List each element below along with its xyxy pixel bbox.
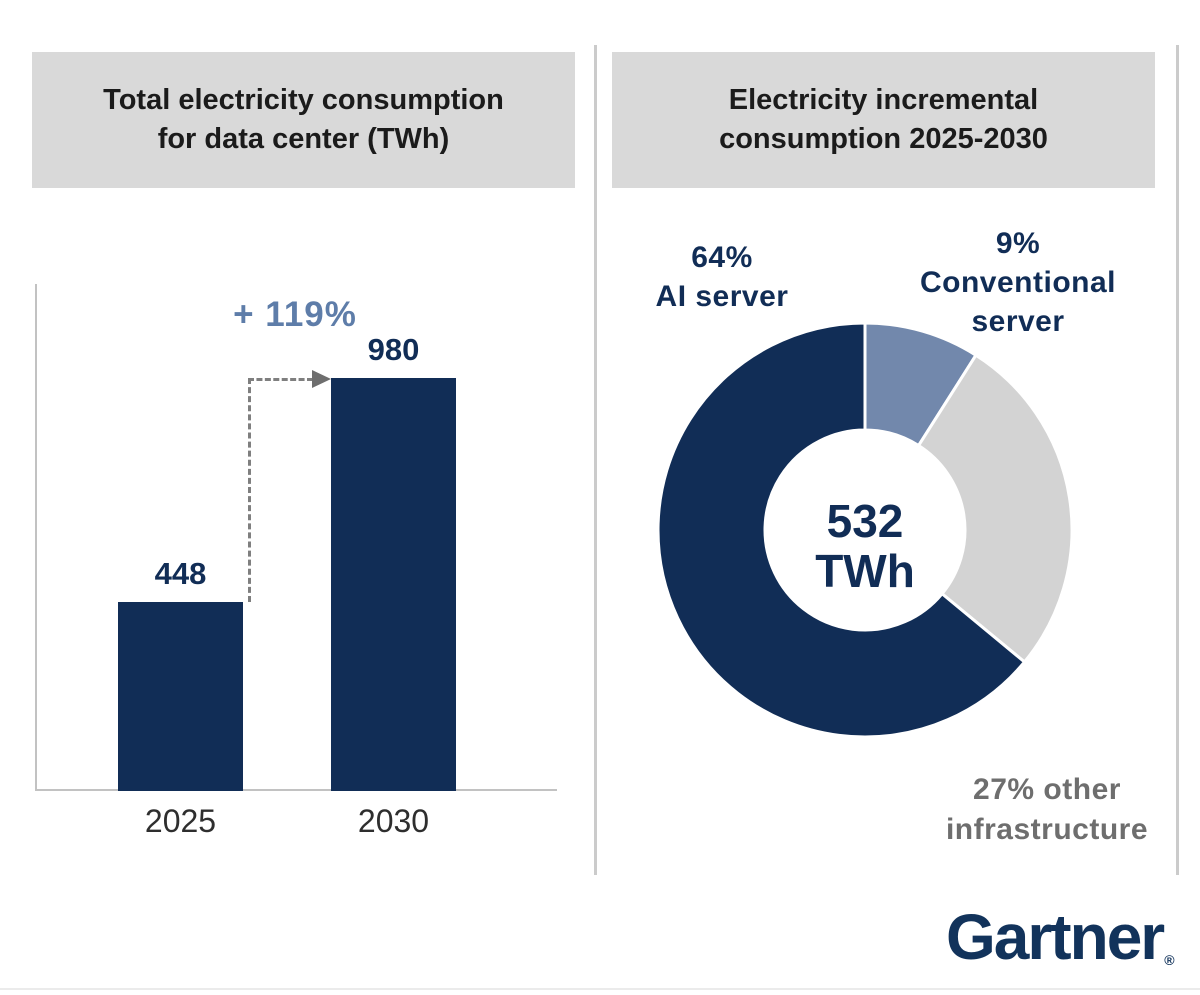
y-axis-line xyxy=(35,284,37,791)
growth-arrow-horizontal-dash xyxy=(248,378,313,381)
x-tick-2030: 2030 xyxy=(357,803,430,839)
gartner-logo: Gartner® xyxy=(946,901,1175,973)
x-axis-line xyxy=(35,789,557,791)
donut-svg xyxy=(656,321,1074,739)
donut-chart xyxy=(655,320,1075,740)
registered-mark: ® xyxy=(1164,952,1175,968)
x-tick-2025: 2025 xyxy=(144,803,217,839)
bottom-rule xyxy=(0,988,1200,990)
bar-2030 xyxy=(331,378,456,791)
donut-slice-other-infrastructure xyxy=(916,353,1074,665)
donut-label-other-infrastructure: 27% other infrastructure xyxy=(945,773,1149,846)
right-edge-divider xyxy=(1176,45,1179,875)
arrowhead-icon xyxy=(312,370,331,388)
donut-label-ai-server: 64% AI server xyxy=(655,241,789,313)
donut-label-conventional-server: 9% Conventional server xyxy=(919,227,1116,338)
bar-2025 xyxy=(118,602,243,791)
bar-value-2030: 980 xyxy=(367,332,420,367)
bar-value-2025: 448 xyxy=(154,556,207,591)
donut-center-value-number: 532 xyxy=(826,495,904,547)
left-chart-title: Total electricity consumption for data c… xyxy=(32,52,575,188)
right-chart-title-line1: Electricity incremental xyxy=(728,84,1039,116)
right-chart-title-line2: consumption 2025-2030 xyxy=(719,123,1048,155)
growth-annotation: + 119% xyxy=(233,295,357,334)
right-chart-title: Electricity incremental consumption 2025… xyxy=(612,52,1155,188)
panel-divider xyxy=(594,45,597,875)
donut-slice-ai-server xyxy=(656,321,1027,739)
growth-arrow-vertical-dash xyxy=(248,378,251,602)
donut-center-value-unit: TWh xyxy=(815,545,915,597)
left-chart-title-line1: Total electricity consumption xyxy=(103,84,504,116)
donut-center-value: 532 TWh xyxy=(765,496,965,596)
left-chart-title-line2: for data center (TWh) xyxy=(157,123,450,155)
